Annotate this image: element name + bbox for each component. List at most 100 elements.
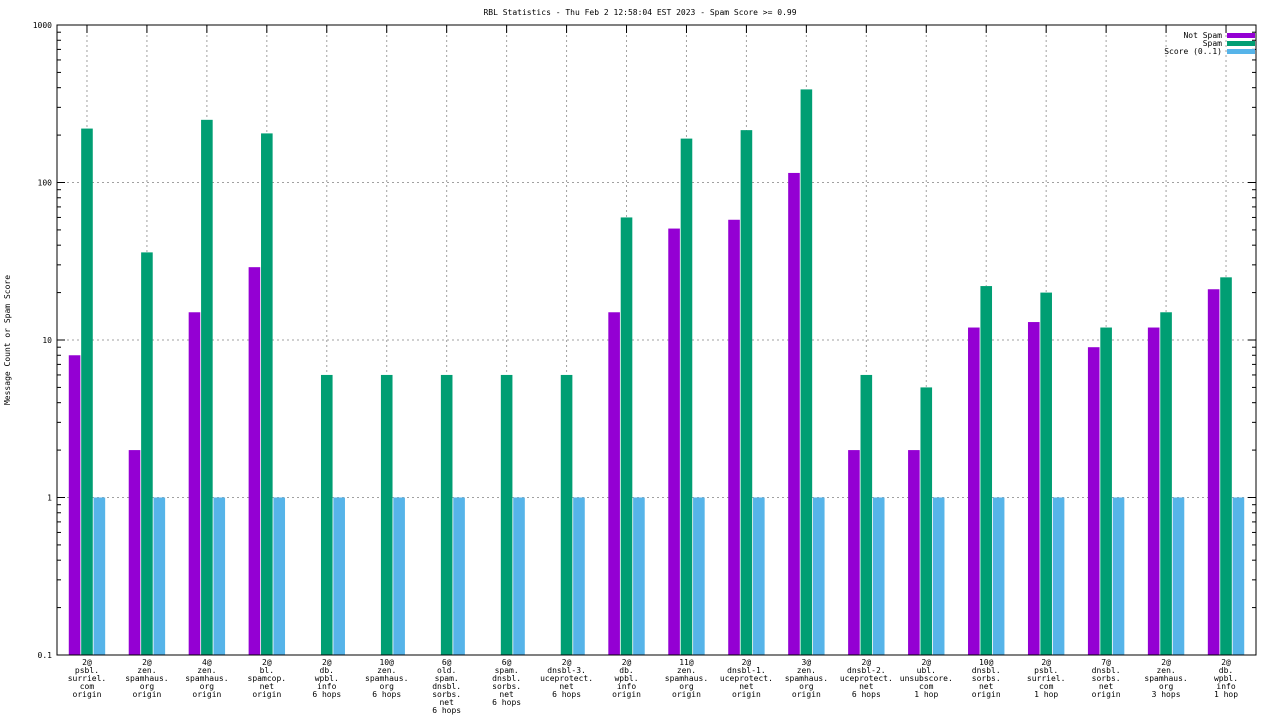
y-axis-label: Message Count or Spam Score [3,275,12,405]
x-tick-label: 2@ dnsbl-1. uceprotect. net origin [720,658,773,699]
x-tick-label-line: org [140,682,155,691]
x-tick-label-line: zen. [677,666,696,675]
x-tick-label: 2@ psbl. surriel. com 1 hop [1027,658,1066,699]
bar [980,286,993,655]
x-tick-label-line: spam. [495,666,519,675]
x-tick-label-line: origin [732,690,761,699]
x-tick-label: 11@ zen. spamhaus. org origin [665,658,708,699]
bar [1052,497,1065,655]
x-tick-label-line: zen. [137,666,156,675]
x-tick-label-line: 10@ [979,658,994,667]
x-tick-label-line: net [499,690,514,699]
x-tick-label-line: origin [972,690,1001,699]
x-tick-label-line: net [439,698,454,707]
x-tick-label-line: sorbs. [492,682,521,691]
plot-frame [56,24,1257,656]
bars [68,89,1245,656]
x-tick-label-line: old. [437,666,456,675]
bar [93,497,106,655]
x-tick-label-line: net [859,682,874,691]
x-tick-label: 10@ dnsbl. sorbs. net origin [972,658,1001,699]
x-tick-label-line: 4@ [202,658,212,667]
x-tick-label-line: spamhaus. [785,674,828,683]
x-tick-label: 6@ old. spam. dnsbl. sorbs. net 6 hops [432,658,461,715]
x-tick-label-line: net [260,682,275,691]
x-tick-label-line: 2@ [1161,658,1171,667]
x-tick-label-line: bl. [260,666,274,675]
legend-swatch [1227,49,1255,54]
x-tick-label: 2@ bl. spamcop. net origin [248,658,287,699]
bar [728,219,740,656]
x-tick-label-line: sorbs. [432,690,461,699]
x-tick-label-line: net [559,682,574,691]
x-tick-label-line: 7@ [1101,658,1111,667]
x-tick-label-line: dnsbl. [972,666,1001,675]
x-tick-label-line: 6@ [442,658,452,667]
x-tick-label-line: spamcop. [248,674,287,683]
bar [968,327,980,655]
x-tick-label-line: 6 hops [552,690,581,699]
legend-label: Score (0..1) [1164,47,1222,56]
x-tick-label-line: info [317,682,336,691]
x-tick-label-line: db. [1219,666,1233,675]
x-tick-label-line: info [1216,682,1235,691]
x-tick-label: 2@ db. wpbl. info 1 hop [1214,658,1238,699]
x-tick-label-line: spam. [435,674,459,683]
bar [513,497,525,655]
bar [153,497,166,655]
bar [992,497,1005,655]
bar [68,355,81,655]
bar [680,138,693,655]
x-tick-label-line: sorbs. [972,674,1001,683]
x-tick-label: 2@ zen. spamhaus. org origin [125,658,168,699]
bar [1207,289,1220,655]
bar [620,217,633,656]
x-tick-label-line: 6 hops [852,690,881,699]
x-tick-label: 7@ dnsbl. sorbs. net origin [1092,658,1121,699]
x-tick-label: 2@ dnsbl-2. uceprotect. net 6 hops [840,658,893,699]
bar [128,450,141,655]
x-tick-label-line: 11@ [679,658,694,667]
bar [668,228,680,656]
x-tick-label-line: dnsbl-3. [547,666,586,675]
bar [393,497,405,655]
x-tick-label-line: wpbl. [315,674,339,683]
x-tick-label-line: 2@ [742,658,752,667]
y-tick-label: 1000 [33,21,52,30]
x-tick-label: 2@ db. wpbl. info 6 hops [312,658,341,699]
x-tick-label: 2@ ubl. unsubscore. com 1 hop [900,658,953,699]
x-tick-label-line: 6 hops [312,690,341,699]
x-tick-label-line: org [1159,682,1174,691]
bar [812,497,825,655]
x-tick-label-line: com [1039,682,1054,691]
x-tick-label: 2@ zen. spamhaus. org 3 hops [1144,658,1187,699]
x-tick-label-line: psbl. [75,666,99,675]
x-tick-label-line: wpbl. [1214,674,1238,683]
bar [1147,327,1160,655]
x-tick-label-line: 1 hop [1214,690,1238,699]
x-tick-label-line: 3 hops [1152,690,1181,699]
bar [633,497,645,655]
x-tick-label-line: 3@ [802,658,812,667]
bar [740,130,753,656]
x-tick-label-line: spamhaus. [185,674,228,683]
bar [693,497,705,655]
x-tick-label-line: spamhaus. [1144,674,1187,683]
bar [213,497,226,655]
bar [1112,497,1125,655]
legend-swatch [1227,33,1255,38]
grid [57,24,1256,656]
x-tick-label-line: zen. [197,666,216,675]
x-tick-label-line: zen. [377,666,396,675]
x-tick-label: 4@ zen. spamhaus. org origin [185,658,228,699]
chart-title: RBL Statistics - Thu Feb 2 12:58:04 EST … [483,8,796,17]
bar [261,133,273,655]
x-tick-label-line: db. [619,666,633,675]
bar [932,497,945,655]
x-tick-label-line: zen. [1156,666,1175,675]
x-tick-label: 2@ db. wpbl. info origin [612,658,641,699]
bar [1232,497,1245,655]
x-tick-label-line: unsubscore. [900,674,953,683]
